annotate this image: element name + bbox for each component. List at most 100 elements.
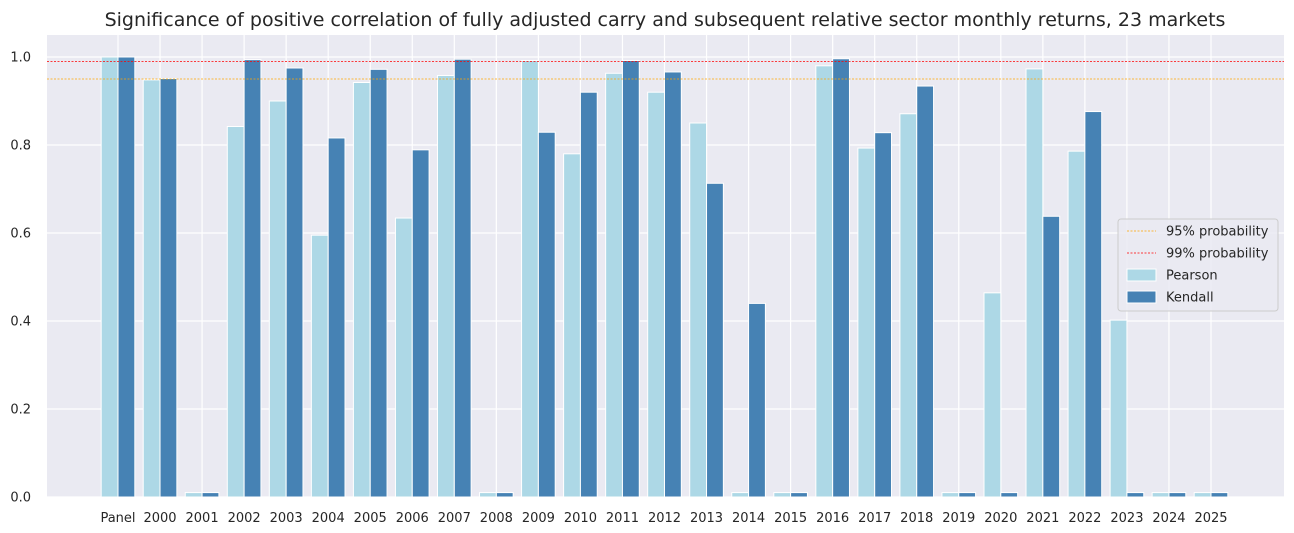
x-tick-label: 2019 (942, 511, 975, 526)
x-tick-label: 2006 (396, 511, 429, 526)
bar-kendall (832, 58, 850, 498)
x-tick-label: 2008 (480, 511, 513, 526)
bar-kendall (1210, 492, 1229, 498)
x-tick-label: 2010 (564, 511, 597, 526)
legend-label: 95% probability (1166, 225, 1269, 240)
bar-pearson (268, 100, 287, 498)
x-tick-label: 2016 (816, 511, 849, 526)
x-tick-label: 2018 (900, 511, 933, 526)
bar-pearson (941, 492, 960, 498)
bar-kendall (201, 492, 220, 498)
bar-kendall (1042, 215, 1061, 498)
x-tick-label: 2024 (1152, 511, 1185, 526)
bar-pearson (226, 126, 245, 498)
x-tick-label: 2021 (1026, 511, 1059, 526)
bar-pearson (100, 56, 119, 498)
bar-kendall (790, 492, 808, 498)
legend-bar-swatch (1126, 268, 1157, 282)
bar-kendall (159, 78, 178, 498)
bars-layer (100, 56, 1229, 498)
bar-kendall (748, 302, 766, 498)
bar-kendall (327, 137, 346, 498)
legend-label: Pearson (1166, 269, 1218, 284)
x-tick-label: 2009 (522, 511, 555, 526)
bar-kendall (1000, 492, 1019, 498)
bar-kendall (706, 182, 724, 498)
bar-kendall (958, 492, 977, 498)
bar-pearson (1193, 492, 1212, 498)
bar-pearson (1067, 150, 1086, 498)
y-tick-label: 0.4 (10, 315, 31, 330)
bar-pearson (689, 122, 708, 498)
bar-pearson (857, 147, 876, 498)
bar-kendall (453, 58, 472, 498)
bar-pearson (563, 153, 581, 498)
reference-lines (47, 61, 1284, 80)
bar-kendall (411, 149, 430, 498)
bar-kendall (1084, 111, 1103, 498)
bar-pearson (352, 82, 371, 498)
bar-pearson (1151, 492, 1170, 498)
legend-label: 99% probability (1166, 247, 1269, 262)
x-tick-label: 2023 (1110, 511, 1143, 526)
y-tick-label: 1.0 (10, 51, 31, 66)
bar-kendall (621, 60, 640, 498)
x-tick-label: 2014 (732, 511, 765, 526)
bar-pearson (394, 217, 413, 498)
bar-pearson (142, 79, 161, 498)
y-tick-label: 0.6 (10, 227, 31, 242)
x-tick-label: 2017 (858, 511, 891, 526)
bar-pearson (310, 234, 329, 498)
bar-pearson (1109, 319, 1128, 498)
x-axis: Panel 2000 2001 2002 2003 2004 2005 2006 2007 200… (100, 511, 1227, 526)
x-tick-label: 2003 (270, 511, 303, 526)
bar-kendall (369, 68, 388, 498)
x-tick-label: 2007 (438, 511, 471, 526)
bar-pearson (184, 492, 203, 498)
legend-label: Kendall (1166, 291, 1214, 306)
x-tick-label: 2001 (186, 511, 219, 526)
x-tick-label: 2005 (354, 511, 387, 526)
bar-pearson (773, 492, 792, 498)
y-tick-label: 0.8 (10, 139, 31, 154)
legend-box (1117, 218, 1279, 312)
bar-pearson (436, 74, 455, 498)
bar-kendall (664, 71, 682, 498)
x-tick-label: 2025 (1194, 511, 1227, 526)
bar-pearson (647, 91, 666, 498)
x-tick-label: 2002 (228, 511, 261, 526)
x-tick-label: 2000 (143, 511, 176, 526)
x-tick-label: Panel (100, 511, 135, 526)
bar-kendall (495, 492, 514, 498)
x-tick-label: 2013 (690, 511, 723, 526)
x-tick-label: 2020 (984, 511, 1017, 526)
bar-pearson (899, 113, 918, 498)
bar-kendall (916, 85, 935, 498)
bar-pearson (479, 492, 497, 498)
x-tick-label: 2015 (774, 511, 807, 526)
y-tick-label: 0.0 (10, 491, 31, 506)
bar-pearson (983, 292, 1002, 498)
legend-bar-swatch (1126, 290, 1157, 304)
bar-pearson (731, 492, 750, 498)
bar-pearson (815, 65, 834, 498)
y-tick-label: 0.2 (10, 403, 31, 418)
bar-kendall (243, 59, 262, 498)
legend: 95% probability 99% probability Pearson Ken… (1117, 218, 1279, 312)
bar-kendall (117, 56, 136, 498)
x-tick-label: 2004 (312, 511, 345, 526)
bar-pearson (605, 72, 623, 498)
chart-title: Significance of positive correlation of … (105, 9, 1226, 31)
bar-kendall (874, 132, 893, 498)
bar-pearson (521, 60, 539, 498)
x-tick-label: 2012 (648, 511, 681, 526)
bar-kendall (1168, 492, 1187, 498)
bar-kendall (537, 131, 556, 498)
bar-kendall (285, 67, 304, 498)
x-tick-label: 2011 (606, 511, 639, 526)
bar-pearson (1025, 68, 1044, 498)
bar-kendall (1126, 492, 1145, 498)
y-axis: 0.0 0.2 0.4 0.6 0.8 1.0 (10, 51, 31, 506)
